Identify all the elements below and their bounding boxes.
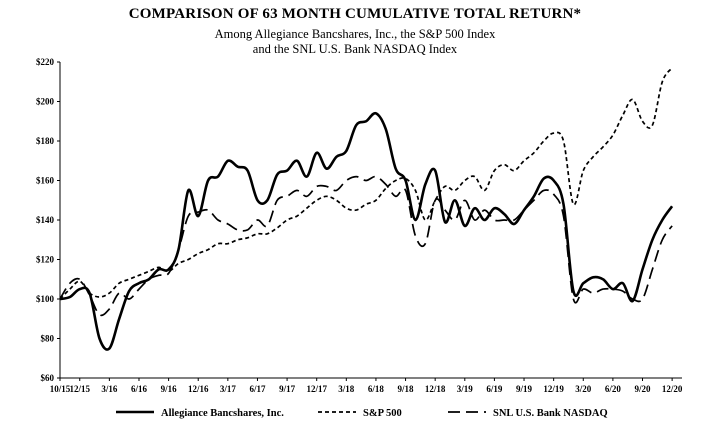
x-tick-label: 3/20 [575, 384, 592, 394]
x-tick-label: 12/20 [662, 384, 683, 394]
x-tick-label: 3/18 [338, 384, 355, 394]
y-tick-label: $220 [36, 57, 55, 67]
x-tick-label: 6/17 [249, 384, 266, 394]
series-line-dashed [59, 175, 673, 317]
chart-subtitle-line-1: Among Allegiance Bancshares, Inc., the S… [214, 27, 496, 41]
x-tick-label: 6/18 [368, 384, 385, 394]
y-tick-label: $100 [36, 294, 55, 304]
series-line-solid [59, 111, 674, 351]
y-tick-label: $140 [36, 215, 55, 225]
chart-subtitle-line-2: and the SNL U.S. Bank NASDAQ Index [252, 42, 458, 56]
series-line-dotted [59, 67, 673, 300]
y-tick-label: $120 [36, 255, 55, 265]
x-tick-label: 9/19 [516, 384, 533, 394]
x-tick-label: 9/18 [398, 384, 415, 394]
legend-label: S&P 500 [363, 408, 402, 419]
legend: Allegiance Bancshares, Inc. S&P 500 SNL U.… [116, 408, 608, 419]
chart-title: COMPARISON OF 63 MONTH CUMULATIVE TOTAL … [128, 6, 582, 22]
x-tick-label: 3/17 [220, 384, 237, 394]
x-tick-label: 9/20 [635, 384, 652, 394]
x-tick-label: 6/16 [131, 384, 148, 394]
x-tick-label: 9/17 [279, 384, 296, 394]
x-tick-label: 12/18 [425, 384, 446, 394]
y-tick-label: $200 [36, 97, 55, 107]
x-tick-label: 6/19 [486, 384, 503, 394]
x-tick-label: 12/17 [306, 384, 327, 394]
y-tick-label: $160 [36, 176, 55, 186]
legend-label: Allegiance Bancshares, Inc. [161, 408, 284, 419]
y-tick-label: $80 [41, 334, 55, 344]
x-tick-label: 12/15 [69, 384, 90, 394]
x-tick-label: 3/16 [101, 384, 118, 394]
x-tick-label: 12/16 [188, 384, 209, 394]
x-tick-label: 12/19 [543, 384, 564, 394]
series-lines [59, 67, 674, 351]
x-tick-label: 6/20 [605, 384, 622, 394]
x-tick-label: 9/16 [161, 384, 178, 394]
y-tick-label: $60 [41, 373, 55, 383]
x-tick-label: 10/15 [50, 384, 71, 394]
y-tick-label: $180 [36, 136, 55, 146]
x-tick-label: 3/19 [457, 384, 474, 394]
legend-label: SNL U.S. Bank NASDAQ [493, 408, 608, 419]
